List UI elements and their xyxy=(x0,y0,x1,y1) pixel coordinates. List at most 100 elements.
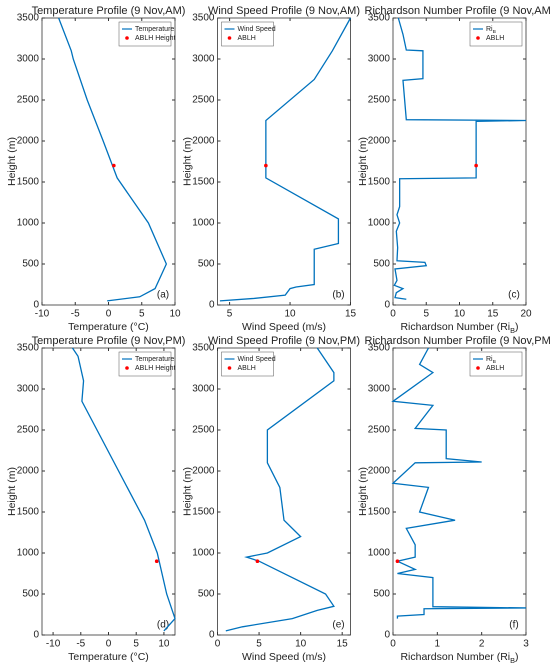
x-tick-label: 2 xyxy=(479,639,485,650)
x-axis-label-part: Wind Speed (m/s) xyxy=(242,321,326,333)
legend-text: Wind Speed xyxy=(238,356,276,363)
legend-text: ABLH Height xyxy=(135,35,176,42)
ablh-marker xyxy=(474,163,478,168)
chart-title: Richardson Number Profile (9 Nov,PM) xyxy=(365,335,550,347)
x-axis-label: Wind Speed (m/s) xyxy=(242,651,326,663)
y-tick-label: 1500 xyxy=(368,177,391,188)
y-tick-label: 0 xyxy=(33,630,39,641)
x-axis-label: Temperature (°C) xyxy=(68,321,149,333)
y-tick-label: 3500 xyxy=(17,343,40,354)
x-tick-label: 20 xyxy=(520,309,532,320)
y-tick-label: 1500 xyxy=(192,507,215,518)
x-axis-label-part: Wind Speed (m/s) xyxy=(242,651,326,663)
y-axis-label: Height (m) xyxy=(357,467,369,516)
y-tick-label: 2000 xyxy=(368,466,391,477)
x-axis-label: Temperature (°C) xyxy=(68,651,149,663)
x-tick-label: 5 xyxy=(133,639,139,650)
y-axis-label: Height (m) xyxy=(357,137,369,186)
legend-marker xyxy=(125,36,129,40)
y-tick-label: 3000 xyxy=(192,54,215,65)
y-tick-label: 3500 xyxy=(368,13,391,24)
chart-title: Temperature Profile (9 Nov,PM) xyxy=(32,335,186,347)
legend-text: RiB xyxy=(486,26,496,35)
profile-line xyxy=(58,17,168,302)
ablh-marker xyxy=(395,559,400,563)
chart-title: Temperature Profile (9 Nov,AM) xyxy=(32,5,186,17)
legend-text-part: Ri xyxy=(486,356,493,363)
x-axis-label: Richardson Number (RiB) xyxy=(400,651,518,666)
x-tick-label: 10 xyxy=(454,309,466,320)
y-tick-label: 1000 xyxy=(368,548,391,559)
x-tick-label: 5 xyxy=(227,309,233,320)
legend-text-part: Wind Speed xyxy=(238,26,276,33)
panel-annotation: (a) xyxy=(157,290,169,301)
y-tick-label: 0 xyxy=(209,630,215,641)
y-axis-label: Height (m) xyxy=(181,467,193,516)
legend-marker xyxy=(476,36,480,40)
y-tick-label: 500 xyxy=(22,589,39,600)
legend-text-part: B xyxy=(493,359,496,365)
y-tick-label: 1000 xyxy=(17,218,40,229)
y-tick-label: 1500 xyxy=(17,507,40,518)
y-tick-label: 1500 xyxy=(192,177,215,188)
x-axis-label: Richardson Number (RiB) xyxy=(400,321,518,336)
y-tick-label: 2500 xyxy=(17,95,40,106)
x-axis-label-part: Richardson Number (Ri xyxy=(400,651,510,663)
y-tick-label: 3000 xyxy=(17,384,40,395)
plot-frame xyxy=(217,17,351,306)
x-axis-label-part: ) xyxy=(515,321,519,333)
x-tick-label: 0 xyxy=(390,639,396,650)
plot-frame xyxy=(41,347,176,636)
chart-title: Wind Speed Profile (9 Nov,AM) xyxy=(208,5,360,17)
profile-line xyxy=(219,17,352,302)
profile-line xyxy=(391,347,527,619)
y-tick-label: 1500 xyxy=(368,507,391,518)
y-tick-label: 2500 xyxy=(192,95,215,106)
x-tick-label: 0 xyxy=(215,639,221,650)
panel-annotation: (d) xyxy=(157,620,169,631)
ablh-marker xyxy=(112,163,116,168)
x-axis-label: Wind Speed (m/s) xyxy=(242,321,326,333)
plot-frame xyxy=(392,347,527,636)
y-tick-label: 2000 xyxy=(192,466,215,477)
legend-box xyxy=(118,351,172,377)
y-tick-label: 1000 xyxy=(192,548,215,559)
y-tick-label: 2500 xyxy=(368,425,391,436)
legend-text: Wind Speed xyxy=(238,26,276,33)
x-tick-label: -5 xyxy=(76,639,85,650)
chart-title: Richardson Number Profile (9 Nov,AM) xyxy=(365,5,550,17)
legend-marker xyxy=(227,36,232,40)
legend-box xyxy=(469,21,523,47)
panel-annotation: (b) xyxy=(332,290,344,301)
x-axis-label-part: Temperature (°C) xyxy=(68,321,149,333)
legend-text: ABLH Height xyxy=(135,365,176,372)
x-tick-label: 10 xyxy=(158,639,170,650)
x-tick-label: 0 xyxy=(106,639,112,650)
legend-text: ABLH xyxy=(486,35,504,42)
y-tick-label: 1500 xyxy=(17,177,40,188)
y-tick-label: 3000 xyxy=(17,54,40,65)
chart-title: Wind Speed Profile (9 Nov,PM) xyxy=(208,335,360,347)
y-tick-label: 2500 xyxy=(17,425,40,436)
y-tick-label: 500 xyxy=(373,259,390,270)
x-axis-label-part: Richardson Number (Ri xyxy=(400,321,510,333)
x-tick-label: 0 xyxy=(106,309,112,320)
y-tick-label: 1000 xyxy=(192,218,215,229)
x-axis-label-part: B xyxy=(510,326,515,335)
legend-text-part: Ri xyxy=(486,26,493,33)
y-tick-label: 3000 xyxy=(368,54,391,65)
legend-box xyxy=(469,351,523,377)
y-tick-label: 0 xyxy=(384,300,390,311)
x-tick-label: 15 xyxy=(487,309,499,320)
panel-annotation: (f) xyxy=(509,620,518,631)
profile-line xyxy=(393,17,527,300)
x-tick-label: 5 xyxy=(256,639,262,650)
legend-text: ABLH xyxy=(486,365,504,372)
legend-text-part: ABLH xyxy=(486,365,504,372)
x-tick-label: -5 xyxy=(71,309,80,320)
x-tick-label: 15 xyxy=(345,309,357,320)
y-tick-label: 1000 xyxy=(17,548,40,559)
y-tick-label: 500 xyxy=(198,259,215,270)
ablh-marker xyxy=(255,559,260,563)
legend-text-part: ABLH Height xyxy=(135,365,176,372)
